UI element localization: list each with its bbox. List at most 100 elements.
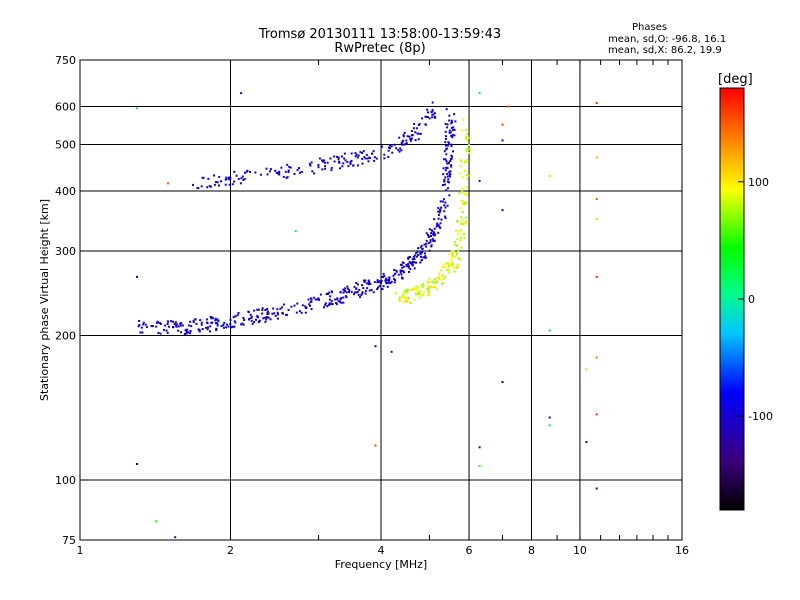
data-point [460, 234, 463, 237]
data-point [310, 161, 313, 164]
data-point [395, 270, 398, 273]
data-point [355, 282, 358, 284]
data-point [336, 297, 339, 300]
outlier-point [478, 179, 481, 182]
data-point [335, 303, 338, 306]
data-point [278, 173, 281, 176]
data-point [439, 200, 442, 203]
data-point [451, 252, 454, 255]
data-point [453, 250, 455, 253]
outlier-point [548, 329, 551, 332]
data-point [231, 183, 234, 186]
data-point [225, 326, 228, 329]
data-point [358, 289, 361, 291]
data-point [463, 201, 466, 204]
data-point [424, 115, 427, 118]
data-point [461, 200, 464, 202]
data-point [428, 292, 431, 295]
data-point [444, 215, 447, 218]
y-tick-label: 100 [55, 474, 76, 487]
data-point [271, 312, 274, 315]
data-point [276, 308, 279, 311]
data-point [421, 117, 424, 120]
data-point [430, 286, 433, 289]
data-point [442, 173, 445, 176]
data-point [448, 271, 451, 274]
data-point [386, 281, 389, 284]
data-point [323, 161, 326, 164]
data-point [318, 298, 320, 301]
data-point [180, 331, 182, 334]
data-point [430, 245, 433, 248]
data-point [429, 241, 432, 244]
data-point [361, 157, 364, 160]
data-point [393, 269, 396, 271]
data-point [412, 255, 415, 258]
data-point [206, 328, 209, 331]
data-point [462, 223, 465, 226]
data-point [364, 157, 367, 160]
data-point [237, 177, 240, 180]
outlier-point [374, 345, 377, 348]
data-point [364, 292, 367, 295]
data-point [428, 277, 431, 280]
data-point [456, 263, 459, 266]
data-point [372, 291, 375, 294]
data-point [417, 291, 420, 294]
data-point [364, 289, 367, 292]
data-point [441, 200, 444, 203]
data-point [458, 230, 461, 233]
data-point [365, 282, 368, 285]
data-point [319, 293, 322, 296]
data-point [444, 141, 447, 144]
data-point [254, 171, 257, 174]
data-point [404, 296, 407, 299]
data-point [337, 158, 340, 161]
data-point [431, 230, 434, 233]
data-point [392, 274, 395, 277]
data-point [234, 321, 237, 324]
data-point [227, 325, 230, 328]
data-point [408, 135, 411, 138]
data-point [337, 156, 340, 159]
data-point [462, 192, 465, 195]
data-point [449, 160, 452, 162]
data-point [415, 127, 418, 130]
data-point [461, 218, 464, 221]
outlier-point [174, 536, 177, 539]
data-point [192, 321, 195, 324]
data-point [461, 211, 464, 214]
data-point [228, 176, 231, 179]
data-point [425, 242, 428, 245]
data-point [373, 281, 376, 284]
data-point [233, 325, 236, 328]
data-point [175, 325, 178, 328]
series-2 [394, 118, 471, 304]
colorbar-tick-label: 100 [748, 176, 769, 189]
data-point [216, 318, 218, 321]
data-point [437, 231, 440, 234]
data-point [403, 131, 406, 134]
data-point [200, 323, 203, 326]
data-point [416, 255, 418, 258]
data-point [257, 308, 260, 311]
data-point [410, 289, 413, 291]
outlier-point [585, 441, 588, 443]
data-point [428, 236, 430, 238]
data-point [442, 277, 445, 280]
data-point [173, 322, 176, 325]
data-point [434, 277, 437, 280]
data-point [168, 325, 170, 328]
data-point [443, 204, 446, 207]
data-point [415, 285, 418, 288]
data-point [414, 131, 417, 134]
data-point [389, 147, 391, 150]
data-point [255, 318, 257, 321]
data-point [262, 317, 265, 320]
data-point [363, 279, 365, 282]
data-point [460, 129, 463, 132]
data-point [388, 144, 391, 147]
data-point [350, 159, 353, 162]
data-point [250, 315, 253, 318]
data-point [422, 256, 425, 259]
